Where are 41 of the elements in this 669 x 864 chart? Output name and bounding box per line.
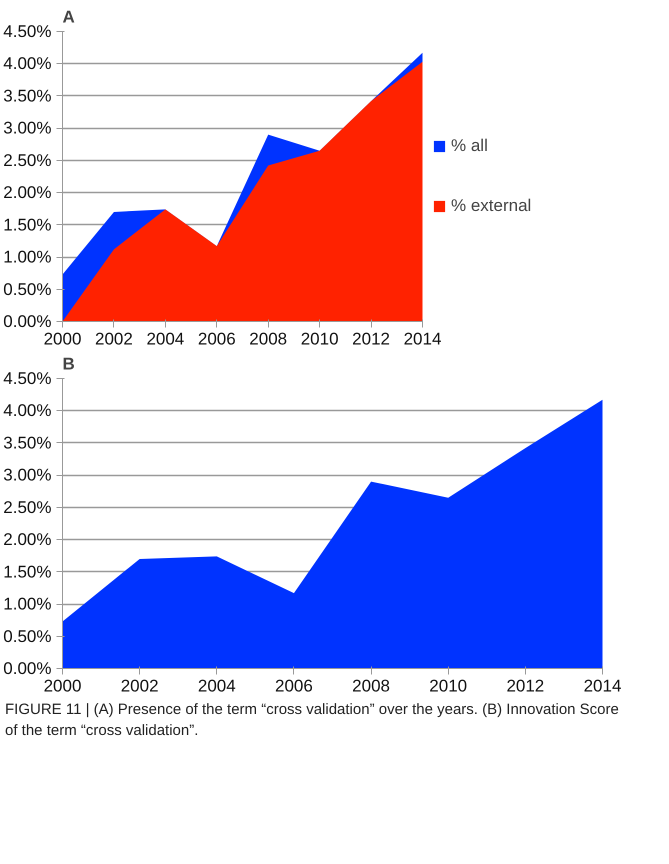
x-tick-label: 2008 xyxy=(352,676,390,696)
x-tick-label: 2010 xyxy=(429,676,468,696)
y-tick-label: 0.50% xyxy=(3,626,52,646)
x-tick-label: 2012 xyxy=(506,676,544,696)
x-tick-label: 2000 xyxy=(44,330,82,348)
caption: FIGURE 11 | (A) Presence of the term “cross validation” over the years. (B) Innovation Score of the term “cross validation”. xyxy=(5,700,620,742)
x-tick-label: 2006 xyxy=(198,330,236,348)
x-tick-label: 2012 xyxy=(352,330,390,348)
y-tick-label: 1.50% xyxy=(3,562,52,582)
x-tick-label: 2008 xyxy=(249,330,288,348)
y-tick-label: 2.50% xyxy=(3,150,52,170)
x-tick-label: 2010 xyxy=(300,330,339,348)
chart-title: A xyxy=(62,8,75,26)
x-tick-label: 2014 xyxy=(584,676,622,696)
x-tick-label: 2002 xyxy=(95,330,133,348)
y-tick-label: 3.00% xyxy=(3,118,52,138)
x-tick-label: 2014 xyxy=(404,330,442,348)
x-tick-label: 2006 xyxy=(275,676,313,696)
y-tick-label: 0.00% xyxy=(3,659,52,678)
y-tick-label: 1.50% xyxy=(3,215,52,234)
y-tick-label: 3.50% xyxy=(3,86,52,106)
y-tick-label: 3.00% xyxy=(3,466,52,485)
x-tick-label: 2004 xyxy=(146,330,184,348)
y-tick-label: 2.00% xyxy=(3,530,52,550)
y-tick-label: 1.00% xyxy=(3,248,52,267)
y-tick-label: 2.50% xyxy=(3,498,52,517)
y-tick-label: 4.00% xyxy=(3,401,52,420)
legend-label: % all xyxy=(451,136,488,156)
x-tick-label: 2000 xyxy=(44,676,82,696)
y-tick-label: 4.50% xyxy=(3,22,52,41)
y-tick-label: 0.50% xyxy=(3,280,52,299)
y-tick-label: 0.00% xyxy=(3,312,52,331)
x-tick-label: 2002 xyxy=(120,676,159,696)
chart-title: B xyxy=(62,354,75,374)
legend-label: % external xyxy=(451,196,532,216)
y-tick-label: 1.00% xyxy=(3,594,52,614)
y-tick-label: 4.00% xyxy=(3,54,52,74)
y-tick-label: 3.50% xyxy=(3,433,52,452)
x-tick-label: 2004 xyxy=(198,676,236,696)
y-tick-label: 4.50% xyxy=(3,369,52,388)
y-tick-label: 2.00% xyxy=(3,183,52,202)
